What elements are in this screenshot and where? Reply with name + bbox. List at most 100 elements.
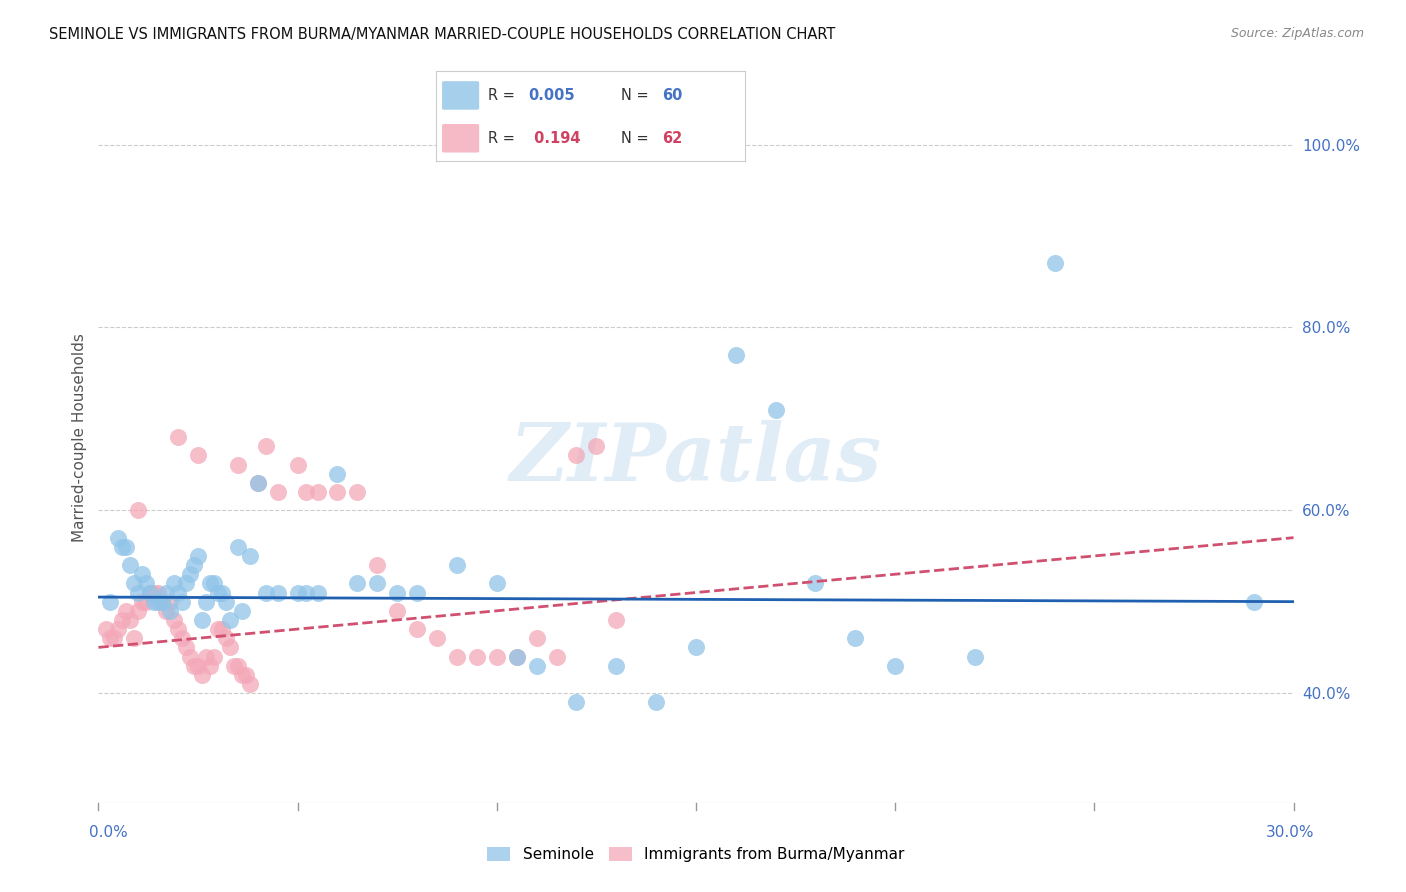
Text: 0.005: 0.005 <box>529 88 575 103</box>
Point <box>139 585 162 599</box>
Text: Source: ZipAtlas.com: Source: ZipAtlas.com <box>1230 27 1364 40</box>
Point <box>485 649 508 664</box>
Point <box>844 632 866 646</box>
Point <box>179 567 201 582</box>
Point <box>294 585 316 599</box>
Point <box>127 503 149 517</box>
Point <box>115 540 138 554</box>
Point <box>426 632 449 646</box>
Text: N =: N = <box>621 88 654 103</box>
Point <box>202 649 225 664</box>
Point <box>307 585 329 599</box>
Point <box>685 640 707 655</box>
Point <box>1043 256 1066 270</box>
Point <box>585 439 607 453</box>
Text: 0.194: 0.194 <box>529 131 581 145</box>
Point <box>96 622 118 636</box>
Point <box>526 632 548 646</box>
Point <box>98 594 122 608</box>
Point <box>198 658 221 673</box>
Point <box>207 622 229 636</box>
Point <box>167 622 190 636</box>
Point <box>195 649 218 664</box>
Point <box>287 585 309 599</box>
Point <box>346 485 368 500</box>
Point <box>239 549 262 563</box>
Point <box>346 576 368 591</box>
Point <box>884 658 907 673</box>
Point <box>546 649 568 664</box>
Point <box>215 632 238 646</box>
Point <box>167 430 190 444</box>
Point <box>267 585 290 599</box>
FancyBboxPatch shape <box>441 124 479 153</box>
Point <box>131 567 153 582</box>
Point <box>326 485 349 500</box>
Point <box>219 613 242 627</box>
Point <box>103 632 125 646</box>
Point <box>111 613 134 627</box>
Point <box>163 613 186 627</box>
Text: R =: R = <box>488 88 520 103</box>
Text: 30.0%: 30.0% <box>1267 825 1315 840</box>
Point <box>219 640 242 655</box>
Point <box>235 667 257 681</box>
Point <box>127 585 149 599</box>
Point <box>148 585 170 599</box>
Point <box>120 613 142 627</box>
Point <box>231 604 253 618</box>
Point <box>159 594 181 608</box>
Point <box>187 448 209 462</box>
Point <box>254 585 277 599</box>
Point <box>159 604 181 618</box>
Point <box>226 540 249 554</box>
Point <box>963 649 986 664</box>
Point <box>115 604 138 618</box>
Point <box>183 658 205 673</box>
Point <box>155 604 177 618</box>
Text: N =: N = <box>621 131 654 145</box>
Point <box>148 594 170 608</box>
Point <box>139 585 162 599</box>
Point <box>287 458 309 472</box>
Point <box>207 585 229 599</box>
Point <box>267 485 290 500</box>
Point <box>172 632 194 646</box>
Point <box>307 485 329 500</box>
Point <box>246 475 269 490</box>
Point <box>326 467 349 481</box>
Point <box>172 594 194 608</box>
Point <box>202 576 225 591</box>
Point <box>294 485 316 500</box>
Point <box>226 658 249 673</box>
Point <box>366 558 388 573</box>
Point <box>195 594 218 608</box>
Point <box>446 649 468 664</box>
Point <box>406 622 429 636</box>
Y-axis label: Married-couple Households: Married-couple Households <box>72 333 87 541</box>
Point <box>406 585 429 599</box>
Point <box>107 622 129 636</box>
Text: R =: R = <box>488 131 520 145</box>
Point <box>163 576 186 591</box>
Point <box>174 640 197 655</box>
Point <box>485 576 508 591</box>
Point <box>150 594 173 608</box>
Point <box>231 667 253 681</box>
Point <box>565 695 588 709</box>
Point <box>526 658 548 673</box>
Point <box>246 475 269 490</box>
Point <box>135 576 157 591</box>
Point <box>187 549 209 563</box>
Point <box>1243 594 1265 608</box>
Point <box>135 594 157 608</box>
Point <box>215 594 238 608</box>
Point <box>446 558 468 573</box>
Point <box>645 695 668 709</box>
Point <box>98 632 122 646</box>
Text: 62: 62 <box>662 131 682 145</box>
Point <box>143 585 166 599</box>
Point <box>565 448 588 462</box>
Point <box>191 613 214 627</box>
Point <box>385 604 409 618</box>
